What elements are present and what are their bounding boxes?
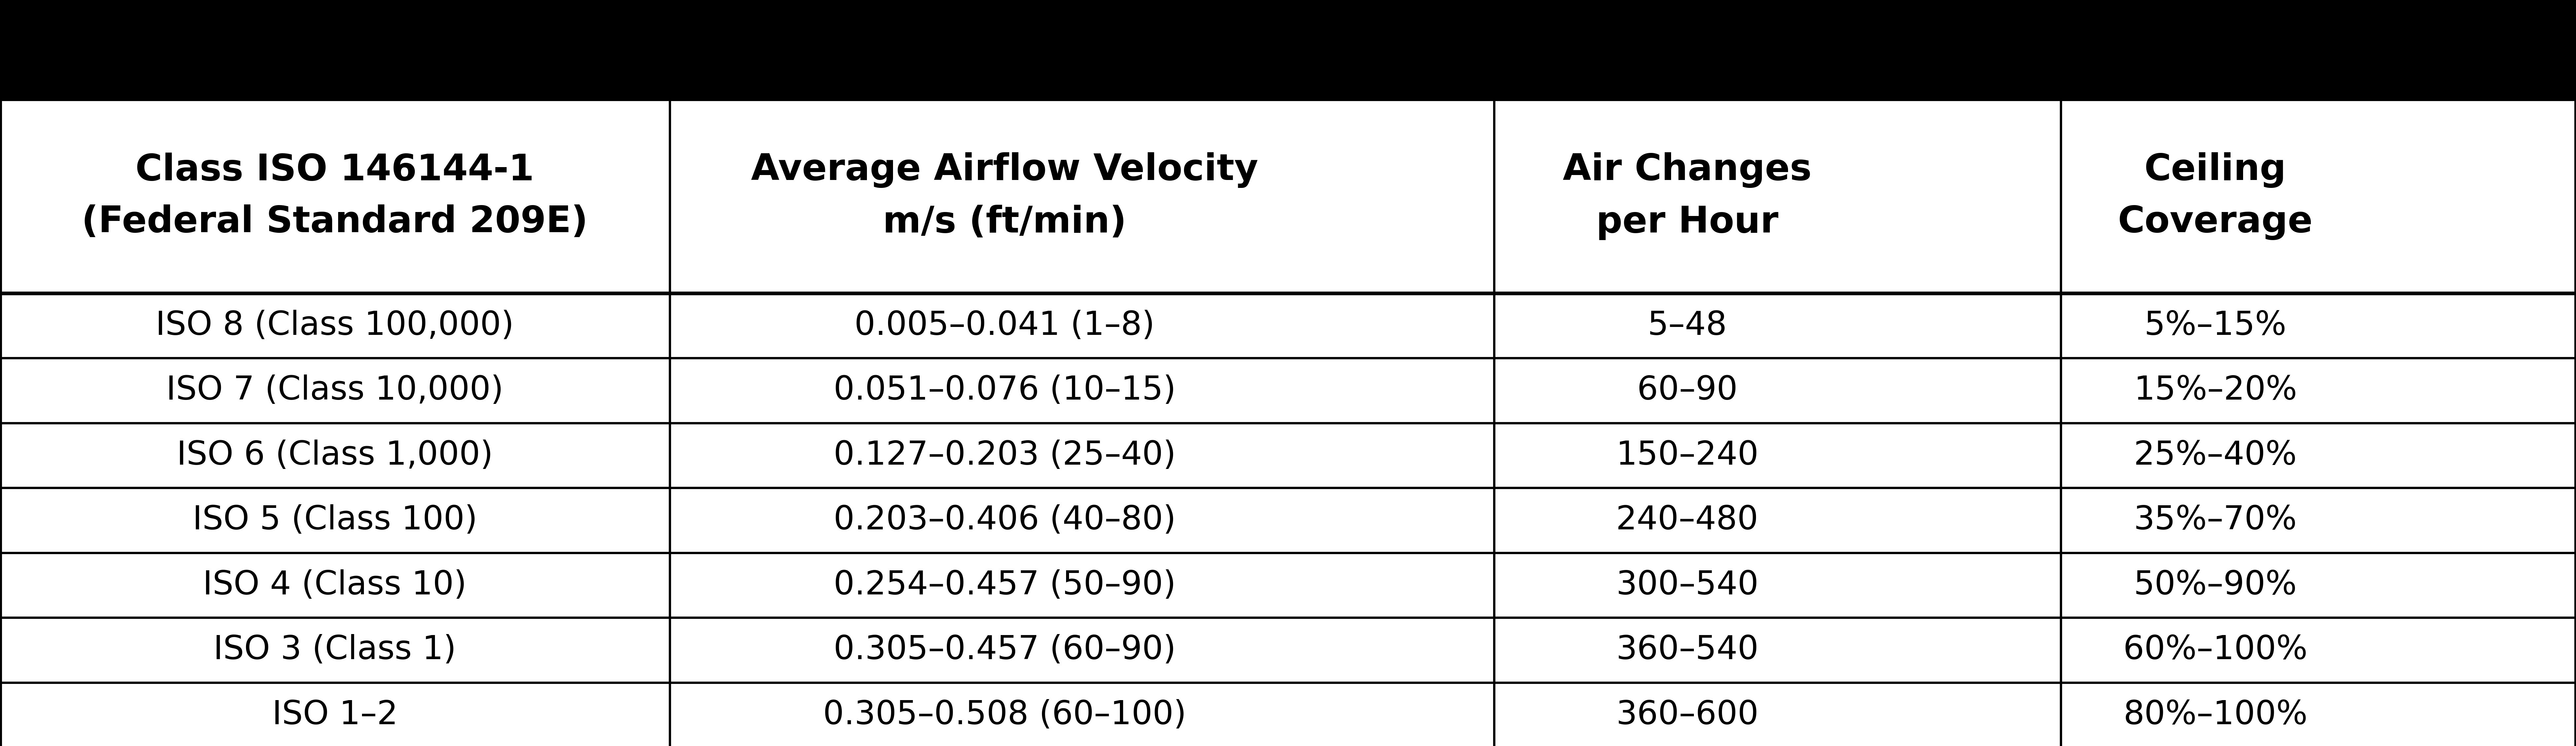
Text: 0.051–0.076 (10–15): 0.051–0.076 (10–15)	[835, 374, 1175, 407]
Text: ISO 8 (Class 100,000): ISO 8 (Class 100,000)	[155, 310, 515, 342]
Text: ISO 6 (Class 1,000): ISO 6 (Class 1,000)	[178, 439, 492, 471]
Text: 0.305–0.457 (60–90): 0.305–0.457 (60–90)	[835, 634, 1175, 666]
Text: 0.254–0.457 (50–90): 0.254–0.457 (50–90)	[835, 569, 1175, 601]
Text: 50%–90%: 50%–90%	[2133, 569, 2298, 601]
Text: 60–90: 60–90	[1636, 374, 1739, 407]
Text: 0.305–0.508 (60–100): 0.305–0.508 (60–100)	[822, 699, 1188, 731]
Text: Ceiling
Coverage: Ceiling Coverage	[2117, 152, 2313, 240]
Text: 35%–70%: 35%–70%	[2133, 504, 2298, 536]
Text: 300–540: 300–540	[1615, 569, 1759, 601]
Text: 25%–40%: 25%–40%	[2133, 439, 2298, 471]
Text: ISO 5 (Class 100): ISO 5 (Class 100)	[193, 504, 477, 536]
Text: Air Changes
per Hour: Air Changes per Hour	[1564, 152, 1811, 240]
Text: ISO 4 (Class 10): ISO 4 (Class 10)	[204, 569, 466, 601]
Text: Average Airflow Velocity
m/s (ft/min): Average Airflow Velocity m/s (ft/min)	[752, 152, 1257, 240]
Text: 0.203–0.406 (40–80): 0.203–0.406 (40–80)	[835, 504, 1175, 536]
Text: 0.127–0.203 (25–40): 0.127–0.203 (25–40)	[835, 439, 1175, 471]
Text: Class ISO 146144-1
(Federal Standard 209E): Class ISO 146144-1 (Federal Standard 209…	[82, 152, 587, 240]
Text: 60%–100%: 60%–100%	[2123, 634, 2308, 666]
Text: 240–480: 240–480	[1615, 504, 1759, 536]
Text: 150–240: 150–240	[1615, 439, 1759, 471]
Text: ISO 1–2: ISO 1–2	[273, 699, 397, 731]
Text: 360–600: 360–600	[1615, 699, 1759, 731]
Bar	[0, 99, 2576, 746]
Text: ISO 3 (Class 1): ISO 3 (Class 1)	[214, 634, 456, 666]
Text: ISO 7 (Class 10,000): ISO 7 (Class 10,000)	[167, 374, 502, 407]
Text: 5%–15%: 5%–15%	[2143, 310, 2287, 342]
Bar	[0, 0, 2576, 99]
Text: 80%–100%: 80%–100%	[2123, 699, 2308, 731]
Text: 0.005–0.041 (1–8): 0.005–0.041 (1–8)	[855, 310, 1154, 342]
Text: 5–48: 5–48	[1649, 310, 1726, 342]
Text: 15%–20%: 15%–20%	[2133, 374, 2298, 407]
Text: 360–540: 360–540	[1615, 634, 1759, 666]
